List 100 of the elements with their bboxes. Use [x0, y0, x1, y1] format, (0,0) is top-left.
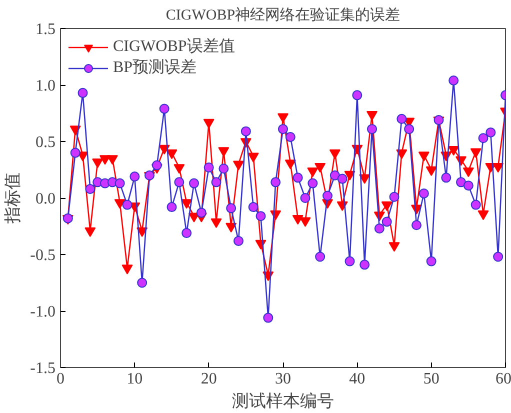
- point: [204, 162, 214, 172]
- point: [448, 75, 459, 86]
- point: [478, 210, 489, 220]
- point: [152, 160, 162, 170]
- point: [233, 160, 244, 170]
- point: [137, 278, 148, 288]
- y-tick-label: 0.5: [36, 134, 56, 151]
- point: [248, 152, 259, 162]
- x-tick-label: 10: [126, 370, 143, 388]
- point: [322, 190, 332, 201]
- point: [462, 167, 474, 178]
- point: [374, 224, 384, 234]
- y-axis-title: 指标值: [3, 172, 22, 224]
- point: [166, 149, 178, 160]
- x-tick-label: 0: [56, 370, 64, 388]
- point: [159, 104, 170, 114]
- legend-label: BP预测误差: [113, 58, 197, 78]
- point: [240, 126, 251, 136]
- legend-label: CIGWOBP误差值: [113, 37, 235, 57]
- x-tick-label: 50: [423, 370, 440, 388]
- point: [426, 256, 436, 266]
- y-tick-label: 1.5: [36, 21, 56, 38]
- point: [285, 132, 296, 142]
- point: [486, 127, 496, 138]
- point: [329, 149, 340, 160]
- point: [226, 222, 237, 233]
- point: [174, 177, 184, 188]
- point: [70, 148, 80, 158]
- point: [174, 164, 185, 174]
- point: [388, 242, 400, 252]
- point: [166, 202, 177, 212]
- y-tick-label: -1.5: [30, 360, 56, 377]
- point: [308, 178, 318, 188]
- y-tick-label: -1.0: [30, 304, 56, 320]
- point: [426, 166, 437, 176]
- point: [352, 90, 362, 100]
- x-tick-label: 60: [496, 370, 511, 388]
- point: [181, 199, 192, 209]
- point: [418, 188, 429, 198]
- point: [270, 177, 281, 188]
- y-tick-label: 1.0: [36, 78, 56, 94]
- point: [418, 152, 430, 162]
- point: [478, 133, 488, 144]
- point: [493, 252, 504, 262]
- x-tick-label: 20: [200, 370, 217, 388]
- point: [218, 164, 229, 174]
- point: [300, 217, 311, 227]
- point: [92, 158, 104, 168]
- point: [263, 312, 274, 323]
- point: [256, 211, 266, 222]
- point: [203, 118, 214, 129]
- point: [122, 200, 132, 210]
- point: [189, 178, 199, 188]
- point: [314, 162, 326, 173]
- point: [114, 178, 125, 188]
- point: [278, 113, 288, 123]
- point: [470, 148, 482, 158]
- point: [210, 218, 222, 228]
- chart-title: CIGWOBP神经网络在验证集的误差: [166, 6, 400, 24]
- point: [448, 146, 460, 156]
- x-axis-title: 测试样本编号: [232, 392, 334, 410]
- point: [114, 199, 126, 209]
- point: [211, 177, 222, 188]
- point: [396, 149, 408, 160]
- point: [463, 180, 474, 191]
- x-tick-label: 40: [349, 370, 366, 388]
- point: [366, 110, 378, 121]
- point: [441, 172, 452, 183]
- point: [292, 214, 304, 225]
- point: [196, 208, 206, 218]
- point: [360, 260, 370, 270]
- point: [278, 124, 288, 134]
- point: [218, 147, 230, 157]
- point: [337, 174, 348, 184]
- point: [381, 201, 392, 212]
- y-tick-label: -0.5: [30, 247, 56, 264]
- point: [130, 172, 140, 182]
- point: [330, 170, 340, 180]
- point: [122, 264, 133, 274]
- point: [382, 216, 392, 227]
- point: [84, 227, 96, 238]
- point: [344, 256, 355, 266]
- y-tick-label: 0.0: [36, 190, 56, 208]
- point: [315, 252, 326, 262]
- point: [367, 124, 377, 134]
- point: [292, 172, 303, 183]
- point: [248, 202, 258, 212]
- point: [344, 170, 356, 181]
- point: [412, 220, 422, 230]
- point: [106, 155, 118, 165]
- point: [389, 192, 400, 202]
- point: [396, 114, 407, 124]
- point: [226, 203, 236, 214]
- point: [470, 200, 481, 210]
- point: [307, 167, 318, 178]
- point: [456, 177, 466, 188]
- x-tick-label: 30: [275, 370, 291, 388]
- point: [404, 124, 414, 134]
- point: [85, 184, 96, 194]
- point: [182, 228, 192, 238]
